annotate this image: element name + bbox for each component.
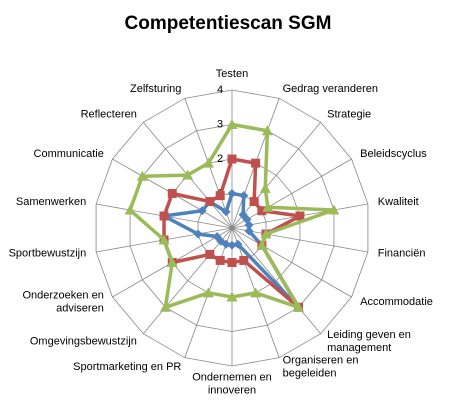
category-label: Reflecteren [81,109,137,121]
category-label: Gedrag veranderen [283,83,378,95]
spoke [231,122,322,229]
marker [257,206,267,216]
marker [205,197,215,207]
category-label: Sportmarketing en PR [73,361,181,373]
marker [205,249,215,259]
category-label: Sportbewustzijn [9,248,87,260]
marker [167,189,177,198]
marker [256,239,268,250]
marker [233,239,243,249]
category-label: Communicatie [34,148,104,160]
category-label: Omgevingsbewustzijn [30,335,137,347]
category-label: Samenwerken [16,196,86,208]
marker [215,191,225,201]
tick-label: 4 [217,84,223,96]
marker [244,226,254,236]
marker [259,182,271,193]
marker [166,257,178,267]
marker [239,255,249,265]
marker [295,211,305,221]
spoke [231,227,368,253]
marker [226,119,238,129]
tick-label: 2 [217,153,223,165]
category-label: Testen [216,68,248,80]
category-label: Kwaliteit [378,196,419,208]
category-label: Onderzoeken en adviseren [22,289,103,314]
category-label: Accommodatie [360,296,433,308]
marker [260,228,272,239]
spoke [142,227,233,334]
marker [202,287,214,298]
marker [227,258,237,267]
category-label: Financiën [378,248,426,260]
category-label: Zelfsturing [130,83,181,95]
spoke [231,227,322,334]
category-label: Beleidscyclus [360,148,427,160]
marker [202,157,214,168]
chart-title: Competentiescan SGM [125,13,332,34]
marker [212,232,222,242]
marker [197,206,207,216]
marker [158,234,170,245]
spoke [231,227,352,298]
marker [293,301,305,312]
marker [215,255,225,265]
marker [226,291,238,302]
marker [159,211,169,221]
marker [239,191,249,201]
spoke [231,158,352,229]
marker [328,204,340,215]
category-label: Strategie [327,109,371,121]
marker [159,301,171,312]
category-label: Leiding geven en management [327,329,411,354]
marker [227,189,237,198]
marker [244,220,254,230]
marker [227,240,237,250]
marker [262,201,274,212]
tick-label: 3 [217,118,223,130]
marker [261,125,273,136]
marker [221,207,231,217]
category-label: Organiseren en begeleiden [283,354,359,379]
marker [249,197,259,207]
marker [124,204,136,215]
marker [251,158,261,168]
category-label: Ondernemen en innoveren [192,371,272,396]
marker [193,229,203,239]
marker [250,287,262,298]
marker [182,169,194,180]
marker [136,170,148,181]
marker [227,154,237,164]
